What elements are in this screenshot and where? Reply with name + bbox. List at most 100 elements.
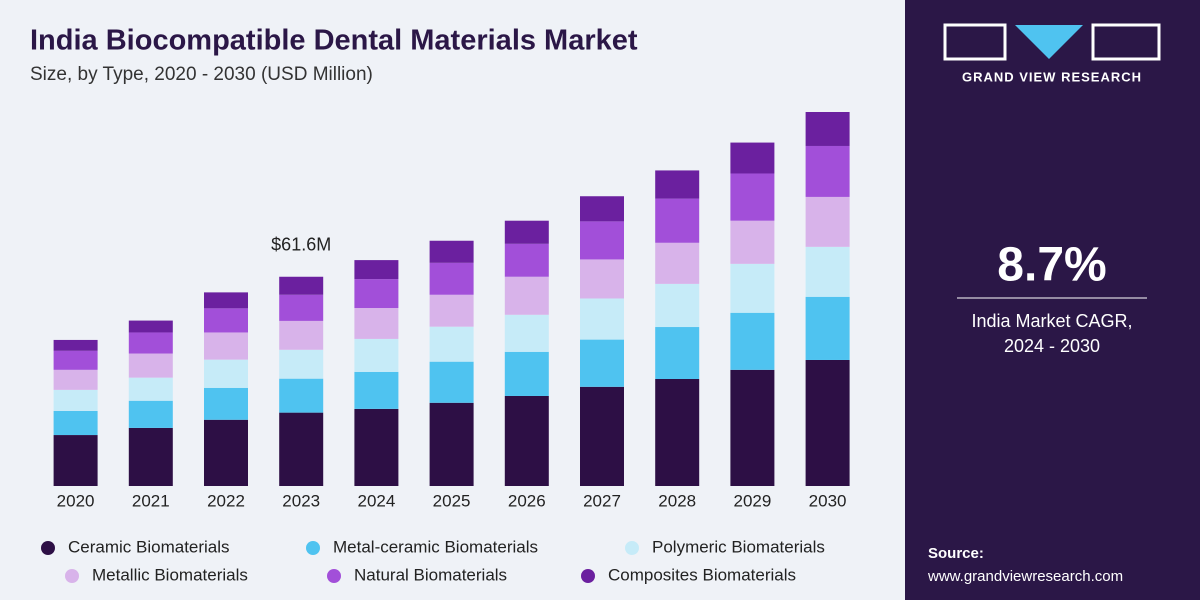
bar-segment (53, 339, 98, 351)
x-tick-label: 2025 (433, 491, 471, 510)
x-tick-label: 2022 (207, 491, 245, 510)
legend-marker (581, 569, 595, 583)
bar-segment (128, 400, 173, 428)
cagr-value: 8.7% (997, 239, 1106, 292)
bar-segment (429, 326, 474, 362)
bar-segment (204, 332, 248, 360)
bar-segment (53, 389, 98, 411)
bar-segment (279, 378, 324, 413)
bar-segment (128, 427, 173, 486)
legend-label: Ceramic Biomaterials (68, 537, 230, 556)
bar-segment (655, 242, 700, 284)
x-tick-label: 2030 (809, 491, 847, 510)
bar-segment (53, 435, 98, 486)
x-tick-label: 2026 (508, 491, 546, 510)
bar-segment (53, 369, 98, 390)
bar-segment (805, 246, 850, 297)
legend-label: Natural Biomaterials (354, 565, 507, 584)
bar-segment (730, 369, 775, 486)
bar-segment (354, 279, 399, 309)
x-tick-label: 2020 (57, 491, 95, 510)
bar-segment (354, 408, 399, 486)
bar-segment (655, 378, 700, 486)
chart-title: India Biocompatible Dental Materials Mar… (30, 25, 638, 57)
x-tick-label: 2021 (132, 491, 170, 510)
cagr-label: India Market CAGR, (971, 311, 1132, 331)
bar-segment (730, 312, 775, 370)
x-tick-label: 2029 (733, 491, 771, 510)
x-tick-label: 2023 (282, 491, 320, 510)
bar-segment (279, 276, 324, 295)
source-label: Source: (928, 545, 984, 562)
legend-label: Metal-ceramic Biomaterials (333, 537, 538, 556)
bar-segment (655, 327, 700, 379)
bar-segment (504, 395, 549, 486)
bar-segment (730, 263, 775, 313)
legend-label: Metallic Biomaterials (92, 565, 248, 584)
bar-segment (655, 170, 700, 199)
bar-segment (354, 260, 399, 280)
legend-label: Composites Biomaterials (608, 565, 796, 584)
bar-segment (429, 402, 474, 486)
brand: GRAND VIEW RESEARCH (962, 69, 1142, 84)
bar-segment (730, 142, 775, 174)
bar-segment (204, 387, 248, 420)
bar-segment (429, 294, 474, 327)
bar-segment (53, 410, 98, 436)
bar-segment (279, 294, 324, 321)
source-url: www.grandviewresearch.com (927, 568, 1123, 585)
annotation: $61.6M (271, 235, 331, 255)
bar-segment (53, 350, 98, 370)
bar-segment (429, 240, 474, 263)
bar-segment (504, 220, 549, 244)
bar-segment (504, 243, 549, 277)
bar-segment (429, 262, 474, 295)
bar-segment (504, 276, 549, 315)
chart-subtitle: Size, by Type, 2020 - 2030 (USD Million) (30, 64, 373, 85)
bar-segment (128, 377, 173, 401)
legend-marker (306, 541, 320, 555)
bar-segment (580, 196, 624, 222)
x-tick-label: 2027 (583, 491, 621, 510)
side-panel (905, 0, 1200, 600)
bar-segment (128, 332, 173, 354)
bar-segment (504, 351, 549, 396)
x-tick-label: 2024 (357, 491, 395, 510)
bar-segment (805, 112, 850, 146)
legend-marker (327, 569, 341, 583)
bar-segment (128, 353, 173, 378)
bar-segment (279, 320, 324, 350)
legend-marker (65, 569, 79, 583)
logo (943, 23, 1161, 61)
bar-segment (580, 221, 624, 260)
bar-segment (354, 308, 399, 339)
bar-segment (429, 361, 474, 403)
logo-triangle (1015, 25, 1083, 59)
bar-segment (279, 412, 324, 486)
bar-segment (730, 220, 775, 264)
bar-segment (805, 296, 850, 360)
logo-box (943, 23, 1007, 61)
bar-segment (730, 173, 775, 221)
legend-marker (41, 541, 55, 555)
bar-segment (204, 292, 248, 309)
bar-segment (580, 259, 624, 299)
bar-segment (655, 283, 700, 328)
legend-marker (625, 541, 639, 555)
logo-box (1091, 23, 1161, 61)
bar-segment (805, 145, 850, 197)
bar-segment (580, 298, 624, 340)
bar-segment (128, 320, 173, 333)
bar-segment (655, 198, 700, 243)
x-tick-label: 2028 (658, 491, 696, 510)
bar-segment (204, 359, 248, 388)
cagr-label: 2024 - 2030 (1004, 336, 1100, 356)
bar-segment (580, 386, 624, 486)
legend-label: Polymeric Biomaterials (652, 537, 825, 556)
bar-segment (805, 359, 850, 486)
bar-segment (354, 371, 399, 409)
bar-segment (204, 419, 248, 486)
bar-segment (504, 314, 549, 352)
bar-segment (580, 339, 624, 387)
